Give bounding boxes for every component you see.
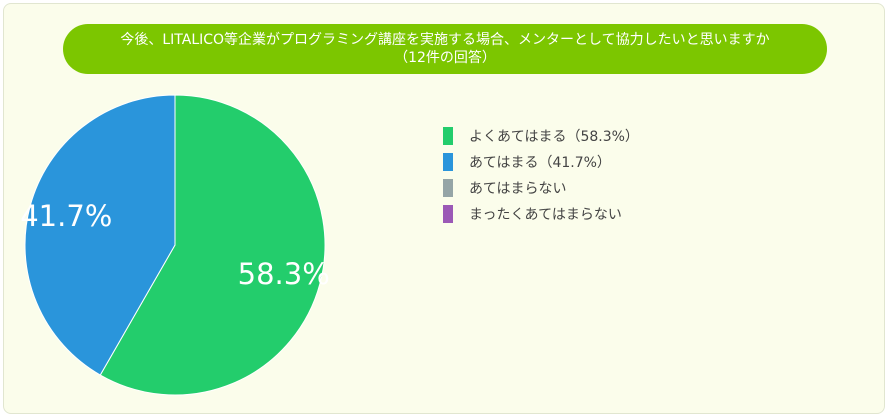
pie-slice: [24, 94, 176, 376]
legend-item: あてはまる（41.7%）: [443, 149, 639, 175]
legend-label: まったくあてはまらない: [469, 207, 622, 223]
pie-slice: [99, 94, 326, 396]
legend-item: あてはまらない: [443, 175, 639, 201]
legend-swatch: [443, 205, 453, 223]
chart-legend: よくあてはまる（58.3%） あてはまる（41.7%） あてはまらない まったく…: [443, 123, 639, 227]
legend-swatch: [443, 153, 453, 171]
legend-label: よくあてはまる（58.3%）: [469, 129, 639, 145]
legend-item: まったくあてはまらない: [443, 201, 639, 227]
legend-item: よくあてはまる（58.3%）: [443, 123, 639, 149]
pie-data-label: 58.3%: [238, 257, 330, 291]
legend-label: あてはまる（41.7%）: [469, 155, 611, 171]
chart-subtitle: （12件の回答）: [394, 50, 496, 66]
pie-data-label: 41.7%: [20, 199, 112, 233]
chart-title-banner: 今後、LITALICO等企業がプログラミング講座を実施する場合、メンターとして協…: [63, 24, 827, 74]
chart-title: 今後、LITALICO等企業がプログラミング講座を実施する場合、メンターとして協…: [120, 32, 770, 48]
legend-swatch: [443, 179, 453, 197]
legend-swatch: [443, 127, 453, 145]
legend-label: あてはまらない: [469, 181, 567, 197]
